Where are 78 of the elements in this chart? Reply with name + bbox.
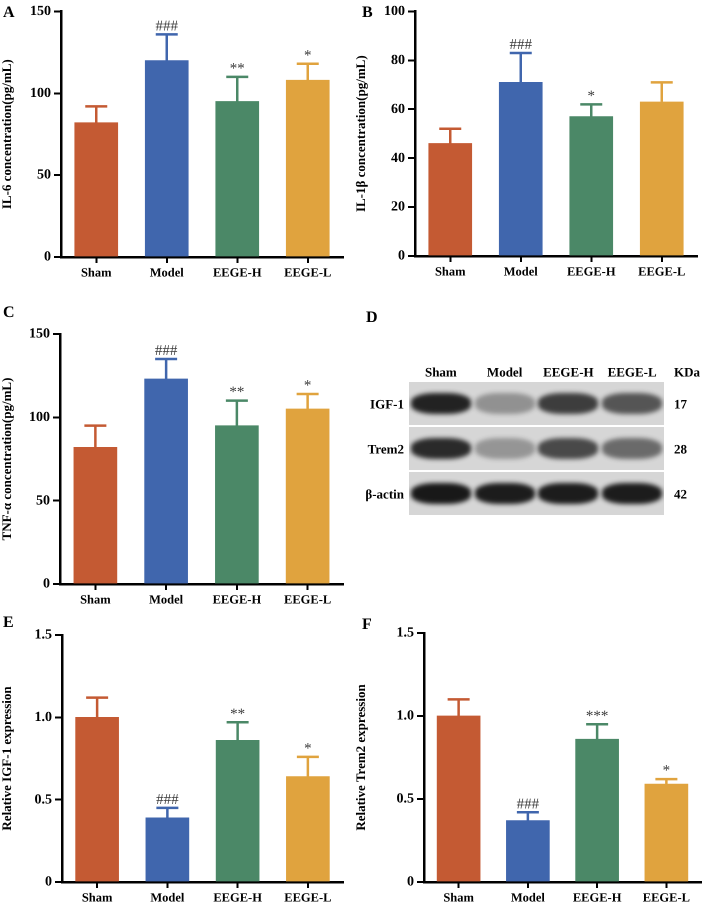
category-label: IGF-1 [370,396,404,411]
y-axis-title: IL-6 concentration(pg/mL) [0,59,14,210]
data-label: *** [586,708,608,724]
y-axis-title: Relative Trem2 expression [353,684,368,831]
y-tick-label: 0 [398,248,405,264]
y-tick-label: 0 [44,250,51,265]
y-tick-label: 150 [30,4,51,20]
y-tick-label: 20 [391,200,405,215]
data-label: ### [516,796,540,812]
data-label: ### [510,36,532,53]
x-tick-label: EEGE-L [642,890,690,905]
chart-title: C [3,304,15,322]
category-label: EEGE-L [608,364,657,380]
x-tick-label: Model [149,592,184,607]
chart-title: A [3,4,15,22]
data-label: * [304,48,312,64]
category-label: β-actin [365,486,404,501]
x-tick-label: Sham [443,890,474,905]
y-tick-label: 80 [391,52,405,68]
category-label: EEGE-H [543,364,594,380]
x-tick-label: EEGE-H [212,592,262,607]
data-label: * [304,740,312,757]
y-tick-label: 0 [43,576,50,592]
y-tick-label: 0.5 [34,792,52,808]
category-label: 42 [674,486,687,501]
y-tick-label: 100 [29,410,50,425]
x-tick-label: EEGE-L [284,592,332,607]
category-label: 28 [674,441,687,456]
category-label: Sham [424,364,457,380]
y-tick-label: 0 [45,874,52,890]
y-tick-label: 0 [407,874,414,890]
x-tick-label: EEGE-H [213,890,262,905]
x-tick-label: EEGE-H [566,264,616,279]
x-tick-label: Sham [434,264,466,279]
x-tick-label: EEGE-L [284,890,332,905]
y-tick-label: 50 [37,168,51,183]
data-label: ### [154,343,178,359]
x-tick-label: Sham [82,890,113,905]
data-label: * [588,88,595,104]
text: KDa [674,364,700,380]
data-label: * [304,378,312,394]
x-tick-label: Model [150,266,184,280]
y-tick-label: 100 [30,86,51,101]
y-tick-label: 100 [384,4,405,20]
category-label: 17 [674,396,687,411]
x-tick-label: EEGE-H [572,890,622,905]
data-label: ** [229,384,244,401]
chart-title: E [3,614,14,632]
y-tick-label: 1.0 [396,708,414,724]
x-tick-label: Model [504,264,538,279]
category-label: Model [486,364,522,380]
y-tick-label: 50 [36,493,50,508]
y-axis-title: IL-1β concentration(pg/mL) [353,55,368,212]
y-tick-label: 1.5 [34,628,52,643]
x-tick-label: EEGE-H [212,266,262,280]
x-tick-label: Model [150,890,185,905]
data-label: ** [230,60,245,77]
x-tick-label: EEGE-L [638,264,686,279]
data-label: ** [230,706,246,722]
y-axis-title: Relative IGF-1 expression [0,686,14,831]
y-tick-label: 1.0 [34,710,52,725]
chart-title: F [362,616,372,634]
category-label: Trem2 [368,441,404,456]
data-label: * [662,763,670,780]
text: D [366,309,378,326]
y-tick-label: 40 [391,150,405,166]
chart-title: B [362,4,373,22]
data-label: ### [156,18,178,34]
y-tick-label: 0.5 [396,792,414,807]
x-tick-label: Sham [80,266,112,280]
y-axis-title: TNF-α concentration(pg/mL) [0,378,14,540]
y-tick-label: 1.5 [396,626,414,641]
x-tick-label: Model [510,890,546,905]
y-tick-label: 60 [391,102,405,117]
x-tick-label: EEGE-L [284,266,332,280]
data-label: ### [156,792,180,808]
x-tick-label: Sham [80,592,112,607]
y-tick-label: 150 [29,326,50,342]
